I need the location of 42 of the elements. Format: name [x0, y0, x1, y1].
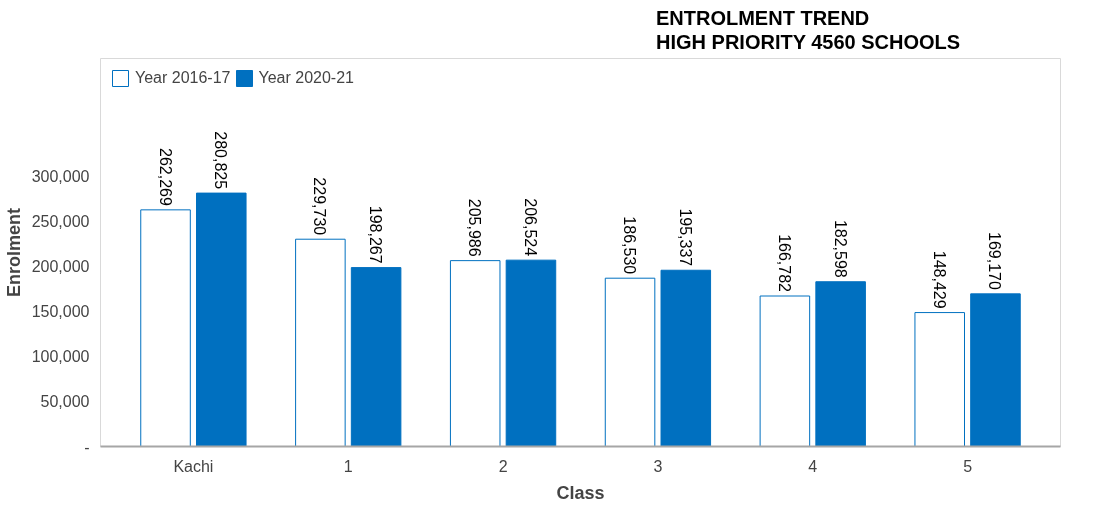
bar — [295, 238, 346, 447]
x-tick-label: 4 — [808, 457, 818, 475]
data-label: 262,269 — [156, 148, 174, 206]
bar — [759, 295, 811, 447]
legend-label: Year 2016-17 — [135, 69, 231, 87]
y-tick-label: 50,000 — [40, 393, 90, 411]
bar — [350, 267, 402, 447]
y-tick-label: - — [84, 438, 90, 456]
x-tick-label: 2 — [498, 457, 508, 475]
bar — [196, 192, 247, 447]
data-label: 229,730 — [311, 177, 329, 236]
data-label: 169,170 — [986, 232, 1004, 290]
x-tick-label: 5 — [963, 457, 973, 475]
bar — [970, 293, 1021, 447]
data-label: 280,825 — [212, 131, 230, 190]
x-tick-label: 3 — [653, 457, 663, 475]
data-label: 205,986 — [466, 198, 484, 257]
bar — [914, 312, 965, 447]
bar — [140, 209, 191, 447]
x-tick-label: Kachi — [173, 457, 214, 475]
data-label: 198,267 — [367, 205, 385, 264]
x-axis-title: Class — [556, 482, 605, 503]
bar — [660, 269, 712, 447]
data-label: 166,782 — [775, 234, 793, 293]
y-tick-label: 300,000 — [31, 167, 90, 185]
y-axis-title: Enrolment — [3, 207, 24, 297]
legend-label: Year 2020-21 — [258, 69, 354, 87]
bar — [604, 277, 656, 447]
data-label: 148,429 — [930, 250, 948, 309]
y-tick-label: 250,000 — [31, 212, 90, 230]
y-tick-label: 150,000 — [31, 303, 90, 321]
y-tick-label: 100,000 — [31, 348, 90, 366]
chart-title: ENTROLMENT TREND HIGH PRIORITY 4560 SCHOOLS — [655, 7, 961, 54]
data-label: 206,524 — [521, 198, 539, 257]
y-tick-label: 200,000 — [31, 258, 90, 276]
bar — [815, 281, 866, 447]
bar — [449, 260, 501, 447]
bar — [505, 259, 557, 447]
data-label: 186,530 — [621, 216, 639, 275]
x-tick-label: 1 — [343, 457, 353, 475]
data-label: 195,337 — [676, 208, 694, 267]
data-label: 182,598 — [831, 219, 849, 278]
